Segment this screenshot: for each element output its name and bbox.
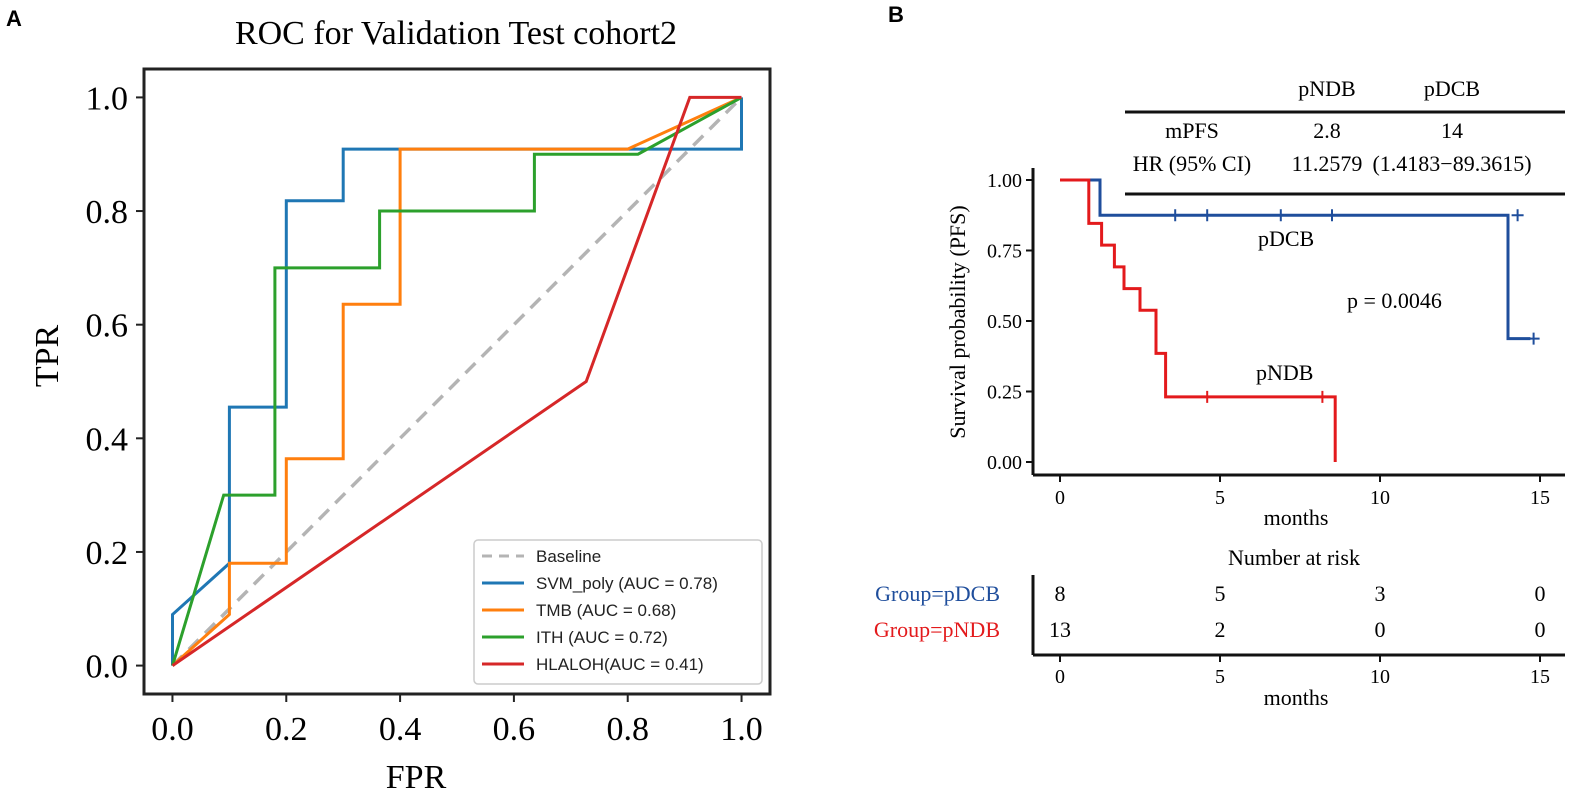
roc-legend-box: [473, 539, 763, 685]
km-y-tick-label: 1.00: [987, 170, 1022, 192]
risk-x-tick-label: 10: [1370, 666, 1390, 688]
risk-count: 0: [1535, 617, 1546, 642]
km-label-pndb: pNDB: [1256, 360, 1313, 385]
km-censor-mark-pndb: [1316, 390, 1329, 403]
roc-y-tick-label: 0.8: [86, 194, 129, 231]
risk-count: 3: [1375, 581, 1386, 606]
km-censor-mark-pdcb: [1511, 209, 1524, 222]
km-curve-pdcb: [1060, 178, 1531, 341]
km-x-tick-label: 5: [1215, 487, 1225, 509]
roc-title: ROC for Validation Test cohort2: [235, 15, 677, 52]
roc-x-tick-label: 1.0: [720, 711, 763, 748]
km-table-cell: 2.8: [1313, 118, 1341, 143]
roc-y-tick-label: 0.0: [86, 649, 129, 686]
roc-line-svm_poly: [171, 97, 743, 666]
roc-y-tick-label: 0.4: [86, 421, 129, 458]
risk-x-axis-label: months: [1264, 685, 1329, 710]
risk-group-label: Group=pDCB: [875, 581, 1000, 606]
risk-x-tick-label: 0: [1055, 666, 1065, 688]
km-censor-mark-pdcb: [1274, 209, 1287, 222]
risk-count: 0: [1375, 617, 1386, 642]
roc-x-tick-label: 0.2: [265, 711, 308, 748]
km-axes: 0.00 0.25 0.50 0.75 1.00 0 5 10 15: [987, 168, 1565, 509]
roc-x-tick-label: 0.0: [151, 711, 194, 748]
roc-tick-labels: 0.0 0.2 0.4 0.6 0.8 1.0 0.0 0.2 0.4 0.6 0.8 1.0: [86, 80, 763, 748]
km-chart: pNDB pDCB mPFS 2.8 14 HR (95% CI) 11.2579 (1.41…: [874, 76, 1565, 710]
km-y-tick-label: 0.75: [987, 241, 1022, 263]
km-y-axis-label: Survival probability (PFS): [945, 205, 970, 438]
risk-table-title: Number at risk: [1228, 545, 1360, 570]
km-curve-pndb: [1060, 178, 1337, 462]
km-censor-mark-pndb: [1201, 390, 1214, 403]
km-censor-mark-pdcb: [1201, 209, 1214, 222]
km-censor-mark-pdcb: [1169, 209, 1182, 222]
roc-legend-entry-tmb: TMB (AUC = 0.68): [536, 601, 676, 620]
km-censor-mark-pdcb: [1326, 209, 1338, 222]
risk-count: 5: [1215, 581, 1226, 606]
km-x-tick-label: 0: [1055, 487, 1065, 509]
roc-axes-frame: [142, 67, 772, 696]
km-x-tick-label: 10: [1370, 487, 1390, 509]
risk-count: 0: [1535, 581, 1546, 606]
km-censor-mark-pdcb: [1527, 332, 1540, 345]
km-p-value: p = 0.0046: [1347, 288, 1442, 313]
panel-label-b: B: [888, 2, 904, 27]
roc-line-baseline: [171, 96, 743, 667]
roc-y-tick-label: 1.0: [86, 80, 129, 117]
roc-legend-entry-ith: ITH (AUC = 0.72): [536, 628, 668, 647]
roc-legend-entry-hlaloh: HLALOH(AUC = 0.41): [536, 655, 704, 674]
km-x-tick-label: 15: [1530, 487, 1550, 509]
roc-line-hlaloh: [171, 95, 742, 667]
km-y-tick-label: 0.00: [987, 452, 1022, 474]
roc-y-axis-label: TPR: [29, 325, 66, 388]
roc-line-tmb: [171, 96, 743, 667]
km-x-axis-label: months: [1264, 505, 1329, 530]
km-plot-area: [1060, 178, 1540, 462]
roc-x-tick-label: 0.6: [493, 711, 536, 748]
risk-group-label: Group=pNDB: [874, 617, 1000, 642]
roc-line-ith: [171, 96, 743, 667]
roc-plot-area: [171, 95, 743, 667]
roc-x-axis-label: FPR: [386, 759, 447, 792]
risk-count: 2: [1215, 617, 1226, 642]
roc-y-tick-label: 0.6: [86, 308, 129, 345]
km-table-cell: 11.2579: [1292, 151, 1363, 176]
panel-label-a: A: [6, 6, 22, 31]
km-table-cell: (1.4183−89.3615): [1372, 151, 1531, 176]
km-risk-table: Number at risk months Group=pDCB 8 5 3 0 Grou…: [874, 545, 1565, 710]
risk-x-tick-label: 15: [1530, 666, 1550, 688]
risk-x-tick-label: 5: [1215, 666, 1225, 688]
km-table-header-pdcb: pDCB: [1424, 76, 1480, 101]
roc-legend: Baseline SVM_poly (AUC = 0.78) TMB (AUC = …: [473, 539, 763, 685]
km-y-tick-label: 0.50: [987, 311, 1022, 333]
km-table-cell: HR (95% CI): [1133, 151, 1252, 176]
roc-legend-entry-svm_poly: SVM_poly (AUC = 0.78): [536, 574, 718, 593]
km-table-cell: 14: [1441, 118, 1463, 143]
roc-chart: ROC for Validation Test cohort2 0.0 0.2 0.…: [29, 15, 772, 792]
roc-x-tick-label: 0.8: [606, 711, 649, 748]
km-label-pdcb: pDCB: [1258, 226, 1314, 251]
km-table-cell: mPFS: [1165, 118, 1219, 143]
roc-y-tick-label: 0.2: [86, 535, 129, 572]
km-table-header-pndb: pNDB: [1298, 76, 1355, 101]
risk-count: 8: [1055, 581, 1066, 606]
km-summary-table: pNDB pDCB mPFS 2.8 14 HR (95% CI) 11.2579 (1.41…: [1125, 76, 1565, 196]
roc-x-tick-label: 0.4: [379, 711, 422, 748]
roc-legend-entry-baseline: Baseline: [536, 547, 601, 566]
risk-count: 13: [1049, 617, 1071, 642]
km-y-tick-label: 0.25: [987, 382, 1022, 404]
